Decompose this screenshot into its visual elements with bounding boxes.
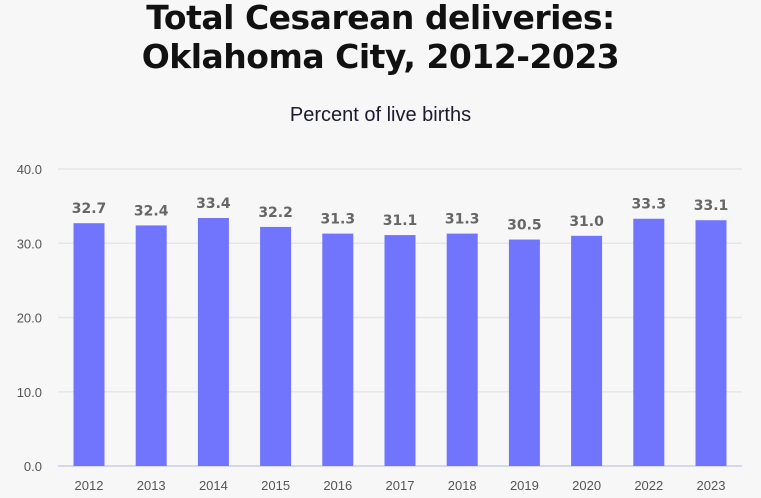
x-tick-label: 2017 bbox=[386, 478, 415, 493]
bar bbox=[260, 226, 292, 466]
data-label: 33.1 bbox=[694, 198, 729, 214]
bar bbox=[695, 220, 727, 466]
y-tick-label: 40.0 bbox=[17, 162, 42, 177]
data-label: 31.0 bbox=[569, 214, 604, 230]
bar bbox=[633, 218, 665, 466]
bar bbox=[322, 233, 354, 466]
data-label: 32.2 bbox=[258, 205, 293, 221]
bar bbox=[73, 223, 105, 466]
y-tick-label: 0.0 bbox=[24, 459, 42, 474]
bar bbox=[384, 235, 416, 466]
x-tick-label: 2012 bbox=[75, 478, 104, 493]
data-label: 31.3 bbox=[321, 212, 356, 228]
bar bbox=[197, 218, 229, 466]
chart-title: Total Cesarean deliveries: Oklahoma City… bbox=[0, 0, 761, 76]
chart-title-line-2: Oklahoma City, 2012-2023 bbox=[141, 37, 620, 76]
x-tick-label: 2015 bbox=[261, 478, 290, 493]
x-tick-label: 2013 bbox=[137, 478, 166, 493]
y-tick-label: 30.0 bbox=[17, 236, 42, 251]
x-tick-label: 2014 bbox=[199, 478, 228, 493]
data-label: 31.3 bbox=[445, 212, 480, 228]
chart-title-line-1: Total Cesarean deliveries: bbox=[146, 0, 615, 37]
x-tick-label: 2023 bbox=[697, 478, 726, 493]
data-label: 32.7 bbox=[72, 201, 107, 217]
x-tick-label: 2016 bbox=[323, 478, 352, 493]
data-label: 33.3 bbox=[632, 197, 667, 213]
data-label: 30.5 bbox=[507, 218, 542, 234]
y-tick-label: 20.0 bbox=[17, 311, 42, 326]
bar bbox=[508, 239, 540, 466]
chart-subtitle: Percent of live births bbox=[289, 104, 472, 126]
x-tick-label: 2022 bbox=[634, 478, 663, 493]
x-tick-label: 2020 bbox=[572, 478, 601, 493]
y-tick-label: 10.0 bbox=[17, 385, 42, 400]
bar bbox=[446, 233, 478, 466]
data-label: 31.1 bbox=[383, 213, 418, 229]
data-label: 32.4 bbox=[134, 203, 169, 219]
bar bbox=[571, 235, 603, 466]
data-label: 33.4 bbox=[196, 196, 231, 212]
bar bbox=[135, 225, 167, 466]
x-tick-label: 2019 bbox=[510, 478, 539, 493]
x-tick-label: 2018 bbox=[448, 478, 477, 493]
